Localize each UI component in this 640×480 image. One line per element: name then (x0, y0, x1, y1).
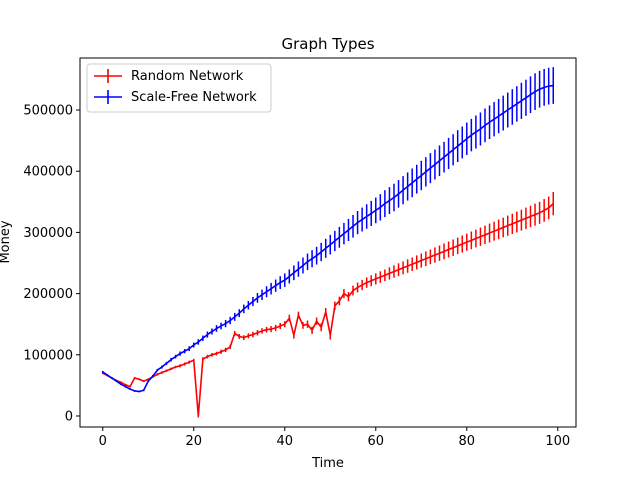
y-tick-label: 0 (65, 409, 73, 424)
y-tick-label: 500000 (23, 104, 73, 119)
series-random-network (102, 192, 554, 418)
legend-frame (86, 63, 272, 113)
y-axis-label: Money (0, 220, 13, 263)
series-layer (102, 67, 554, 418)
x-tick-label: 60 (368, 434, 385, 449)
series-scale-free-network (102, 67, 554, 393)
plot-frame (79, 57, 577, 428)
y-tick-label: 200000 (23, 287, 73, 302)
x-tick-label: 20 (185, 434, 202, 449)
legend-label-scalefree: Scale-Free Network (131, 90, 257, 105)
chart-title: Graph Types (281, 35, 374, 53)
y-tick-label: 300000 (23, 226, 73, 241)
y-tick-label: 400000 (23, 165, 73, 180)
series-line-random-network (102, 203, 554, 417)
legend-label-random: Random Network (131, 69, 244, 84)
x-tick-label: 100 (545, 434, 570, 449)
x-tick-label: 80 (459, 434, 476, 449)
x-axis-label: Time (311, 456, 344, 471)
legend: Random Network Scale-Free Network (86, 63, 272, 113)
y-tick-label: 100000 (23, 348, 73, 363)
x-tick-label: 40 (276, 434, 293, 449)
axes-layer: 0 20 40 60 80 100 0 100000 200000 300000 400000 500… (23, 104, 570, 449)
x-tick-label: 0 (99, 434, 107, 449)
series-line-scale-free-network (102, 84, 554, 393)
